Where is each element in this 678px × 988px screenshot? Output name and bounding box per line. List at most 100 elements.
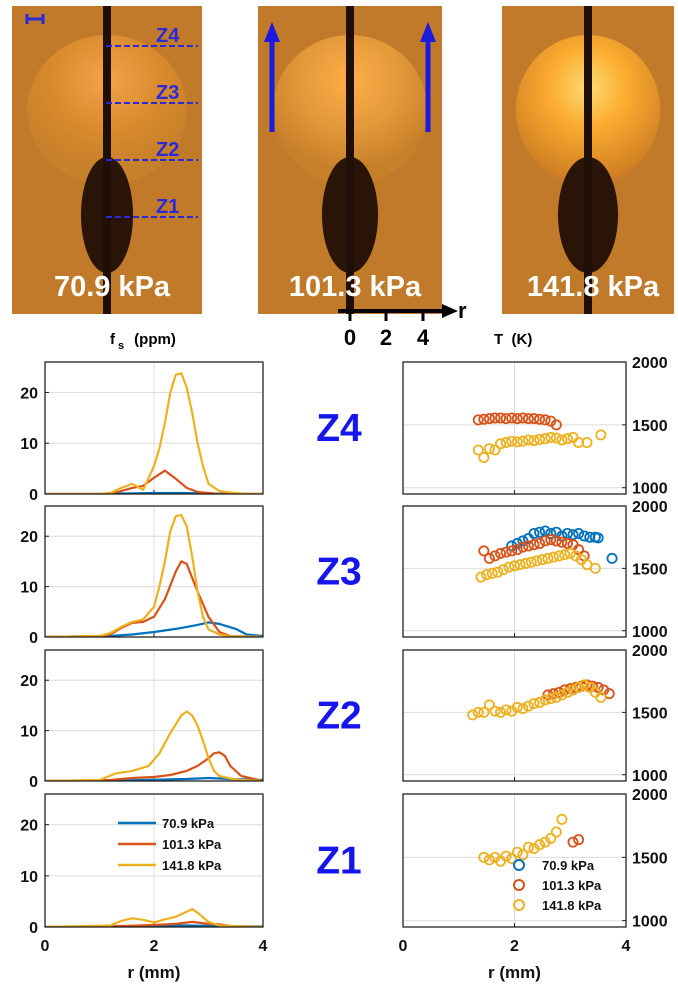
data-point bbox=[489, 412, 501, 424]
legend-label: 141.8 kPa bbox=[162, 858, 222, 873]
zone-marker-label: Z2 bbox=[156, 139, 179, 161]
y-tick-label: 1500 bbox=[632, 705, 668, 722]
series-line-141-8-kPa bbox=[45, 710, 263, 781]
flow-arrow bbox=[420, 22, 436, 132]
data-point bbox=[483, 552, 495, 564]
legend-swatch bbox=[513, 879, 525, 891]
data-point bbox=[528, 698, 540, 710]
data-point bbox=[478, 413, 490, 425]
data-point bbox=[573, 527, 585, 539]
data-point bbox=[550, 826, 562, 838]
y-tick-label: 20 bbox=[20, 385, 38, 402]
y-tick-label: 20 bbox=[20, 818, 38, 835]
data-point bbox=[550, 691, 562, 703]
data-point bbox=[497, 564, 509, 576]
data-point bbox=[472, 414, 484, 426]
y-tick-label: 10 bbox=[20, 724, 38, 741]
data-point bbox=[472, 444, 484, 456]
data-point bbox=[489, 550, 501, 562]
data-point bbox=[534, 537, 546, 549]
data-point bbox=[534, 413, 546, 425]
r-axis-tick-label: 0 bbox=[344, 325, 356, 350]
data-point bbox=[506, 545, 518, 557]
temperature-header: T (K) bbox=[494, 331, 532, 348]
data-point bbox=[534, 526, 546, 538]
left-column-header: f s (ppm) bbox=[110, 331, 176, 352]
plot-frame bbox=[44, 505, 264, 638]
data-point bbox=[539, 414, 551, 426]
flame-photo-3: 141.8 kPa bbox=[502, 6, 674, 314]
data-point bbox=[508, 560, 520, 572]
zone-label-z3: Z3 bbox=[316, 551, 362, 594]
y-tick-label: 1000 bbox=[632, 914, 668, 931]
data-point bbox=[539, 535, 551, 547]
data-point bbox=[481, 569, 493, 581]
data-point bbox=[548, 551, 560, 563]
data-point bbox=[506, 412, 518, 424]
data-point bbox=[528, 539, 540, 551]
data-point bbox=[531, 555, 543, 567]
plot-frame bbox=[44, 793, 264, 928]
y-tick-label: 0 bbox=[29, 630, 38, 647]
x-tick-label: 4 bbox=[259, 938, 268, 955]
data-point bbox=[495, 706, 507, 718]
data-point bbox=[528, 435, 540, 447]
data-point bbox=[522, 841, 534, 853]
data-point bbox=[522, 413, 534, 425]
scale-bar bbox=[25, 14, 45, 24]
data-point bbox=[483, 854, 495, 866]
data-point bbox=[475, 571, 487, 583]
temperature-panel-z3: 1000 1500 2000 bbox=[402, 499, 668, 641]
data-point bbox=[511, 413, 523, 425]
data-point bbox=[556, 813, 568, 825]
r-axis-arrowhead bbox=[442, 304, 458, 318]
data-point bbox=[550, 419, 562, 431]
data-point bbox=[595, 691, 607, 703]
y-tick-label: 2000 bbox=[632, 355, 668, 372]
data-point bbox=[500, 546, 512, 558]
plot-frame bbox=[402, 649, 627, 782]
x-tick-label: 4 bbox=[622, 938, 631, 955]
data-point bbox=[472, 706, 484, 718]
data-point bbox=[545, 431, 557, 443]
data-point bbox=[495, 412, 507, 424]
plot-frame bbox=[44, 361, 264, 495]
plot-frame bbox=[402, 793, 627, 928]
legend-label: 101.3 kPa bbox=[542, 878, 602, 893]
data-point bbox=[517, 435, 529, 447]
y-tick-label: 1500 bbox=[632, 850, 668, 867]
data-point bbox=[589, 562, 601, 574]
data-point bbox=[486, 567, 498, 579]
data-point bbox=[534, 433, 546, 445]
data-point bbox=[489, 444, 501, 456]
data-point bbox=[581, 436, 593, 448]
fiber-stem bbox=[584, 6, 592, 314]
data-point bbox=[556, 536, 568, 548]
data-point bbox=[545, 527, 557, 539]
y-tick-label: 1500 bbox=[632, 418, 668, 435]
data-point bbox=[539, 433, 551, 445]
r-axis-label: r bbox=[458, 298, 467, 323]
y-tick-label: 20 bbox=[20, 529, 38, 546]
y-tick-label: 0 bbox=[29, 774, 38, 791]
legend-label: 101.3 kPa bbox=[162, 837, 222, 852]
zone-label-z1: Z1 bbox=[316, 840, 362, 883]
flame-photos: 70.9 kPa 101.3 kPa 141.8 kPa Z4 Z3 Z2 Z1 bbox=[12, 6, 674, 314]
y-tick-label: 1000 bbox=[632, 481, 668, 498]
data-point bbox=[522, 540, 534, 552]
data-point bbox=[478, 706, 490, 718]
data-point bbox=[553, 550, 565, 562]
data-point bbox=[514, 559, 526, 571]
zone-label-z2: Z2 bbox=[316, 695, 362, 738]
y-tick-label: 2000 bbox=[632, 787, 668, 804]
data-point bbox=[567, 836, 579, 848]
data-point bbox=[506, 435, 518, 447]
series-line-101-3-kPa bbox=[45, 469, 263, 494]
legend-label: 141.8 kPa bbox=[542, 898, 602, 913]
soot-panel-z2: 0 10 20 bbox=[20, 649, 264, 791]
data-point bbox=[517, 412, 529, 424]
zone-marker-label: Z1 bbox=[156, 196, 179, 218]
y-tick-label: 2000 bbox=[632, 499, 668, 516]
plot-frame bbox=[402, 361, 627, 495]
